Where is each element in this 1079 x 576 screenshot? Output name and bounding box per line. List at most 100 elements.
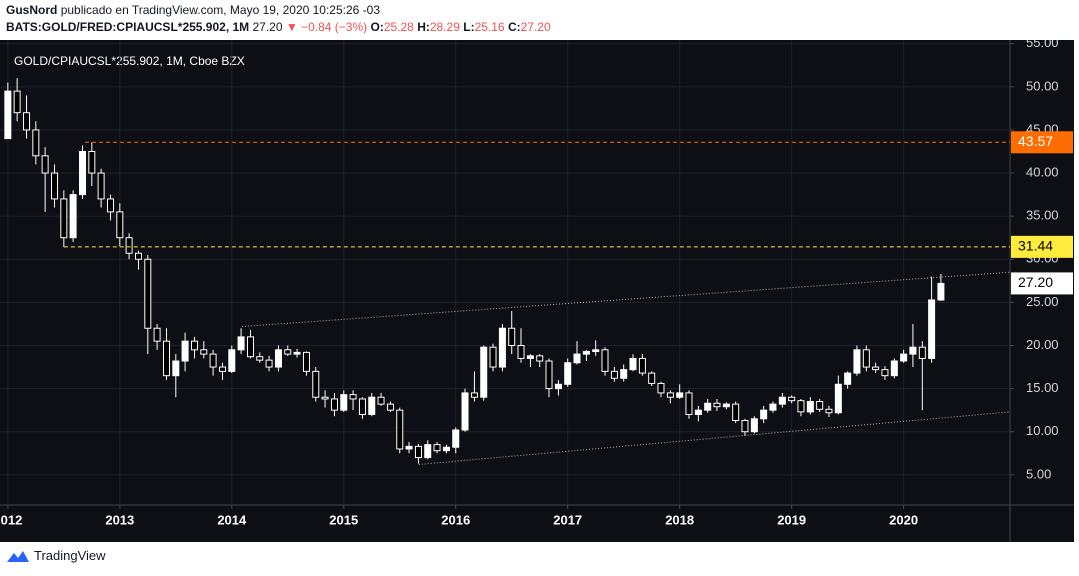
chart: GOLD/CPIAUCSL*255.902, 1M, Cboe BZX 5.00… xyxy=(0,40,1074,542)
y-tick-label: 15.00 xyxy=(1026,380,1059,395)
candle-body xyxy=(769,403,777,411)
candle-body xyxy=(452,429,460,448)
candle-body xyxy=(554,383,562,390)
candle-body xyxy=(144,258,152,329)
candle-body xyxy=(246,336,254,358)
candle-body xyxy=(517,344,525,359)
y-tick-label: 25.00 xyxy=(1026,294,1059,309)
l: 25.16 xyxy=(474,20,505,34)
candle-body xyxy=(181,340,189,362)
h: 28.29 xyxy=(429,20,460,34)
candle-body xyxy=(741,420,749,433)
candle-body xyxy=(368,396,376,415)
candle-body xyxy=(293,351,301,355)
candle-body xyxy=(676,392,684,398)
candle-body xyxy=(284,349,292,355)
published: publicado en TradingView.com, Mayo 19, 2… xyxy=(60,3,381,17)
candle-body xyxy=(834,383,842,414)
candle-body xyxy=(4,90,12,140)
candle-body xyxy=(750,418,758,433)
candle-body xyxy=(825,408,833,414)
last-price-label: 27.20 xyxy=(1018,274,1053,290)
candle-body xyxy=(508,327,516,346)
candle-body xyxy=(797,400,805,413)
candle-body xyxy=(256,356,264,361)
c: 27.20 xyxy=(520,20,551,34)
y-tick-label: 10.00 xyxy=(1026,423,1059,438)
price-label: 31.44 xyxy=(1018,238,1053,254)
candle-body xyxy=(648,372,656,384)
symbol: BATS:GOLD/FRED:CPIAUCSL*255.902, 1M xyxy=(6,20,250,34)
x-tick-label: 2018 xyxy=(665,512,694,527)
candle-body xyxy=(573,353,581,364)
candle-body xyxy=(853,349,861,374)
candle-body xyxy=(881,369,889,377)
candle-body xyxy=(330,398,338,411)
x-tick-label: 2015 xyxy=(329,512,358,527)
quote-line: BATS:GOLD/FRED:CPIAUCSL*255.902, 1M 27.2… xyxy=(6,19,1076,36)
candle-body xyxy=(209,353,217,368)
x-tick-label: 2013 xyxy=(105,512,134,527)
candle-body xyxy=(732,403,740,422)
candle-body xyxy=(592,349,600,353)
candle-body xyxy=(900,353,908,362)
o: 25.28 xyxy=(383,20,414,34)
x-tick-label: 2016 xyxy=(441,512,470,527)
brand: TradingView xyxy=(34,548,106,563)
candle-body xyxy=(928,299,936,359)
candle-body xyxy=(265,359,273,368)
candle-body xyxy=(340,394,348,411)
x-tick-label: 2012 xyxy=(0,512,22,527)
publish-line: GusNord publicado en TradingView.com, Ma… xyxy=(6,2,1076,19)
x-tick-label: 2014 xyxy=(217,512,247,527)
candle-body xyxy=(918,346,926,359)
candle-body xyxy=(760,409,768,420)
candle-body xyxy=(88,150,96,174)
footer: TradingView xyxy=(6,548,106,563)
candle-body xyxy=(190,340,198,351)
candle-body xyxy=(937,282,945,301)
candle-body xyxy=(461,392,469,431)
candle-body xyxy=(620,369,628,379)
candle-body xyxy=(862,349,870,368)
candle-body xyxy=(778,396,786,405)
candle-body xyxy=(377,396,385,405)
candle-body xyxy=(312,370,320,398)
candle-body xyxy=(321,396,329,400)
candle-body xyxy=(433,444,441,452)
candle-body xyxy=(610,370,618,379)
candle-body xyxy=(414,445,422,459)
candle-body xyxy=(545,360,553,390)
candle-body xyxy=(890,360,898,377)
y-tick-label: 50.00 xyxy=(1026,78,1059,93)
candle-body xyxy=(116,211,124,239)
chart-title: GOLD/CPIAUCSL*255.902, 1M, Cboe BZX xyxy=(14,54,245,68)
candle-body xyxy=(349,394,357,400)
y-tick-label: 20.00 xyxy=(1026,337,1059,352)
x-tick-label: 2019 xyxy=(777,512,806,527)
c-label: C: xyxy=(507,20,521,34)
candle-body xyxy=(442,446,450,452)
candle-body xyxy=(135,252,143,260)
candle-body xyxy=(498,327,506,368)
candle-body xyxy=(125,237,133,254)
y-tick-label: 55.00 xyxy=(1026,40,1059,50)
h-label: H: xyxy=(417,20,430,34)
candle-body xyxy=(704,402,712,411)
last: 27.20 xyxy=(252,20,283,34)
candle-body xyxy=(13,90,21,114)
candle-body xyxy=(638,357,646,374)
candle-body xyxy=(694,409,702,415)
candle-body xyxy=(480,346,488,398)
candle-body xyxy=(396,409,404,450)
change: ▼ −0.84 (−3%) xyxy=(285,20,368,34)
candle-body xyxy=(424,444,432,459)
l-label: L: xyxy=(463,20,475,34)
candle-body xyxy=(685,392,693,415)
candle-body xyxy=(41,155,49,174)
candle-body xyxy=(153,327,161,342)
y-tick-label: 40.00 xyxy=(1026,164,1059,179)
candle-body xyxy=(601,349,609,372)
y-tick-label: 5.00 xyxy=(1026,466,1051,481)
candle-body xyxy=(237,336,245,351)
